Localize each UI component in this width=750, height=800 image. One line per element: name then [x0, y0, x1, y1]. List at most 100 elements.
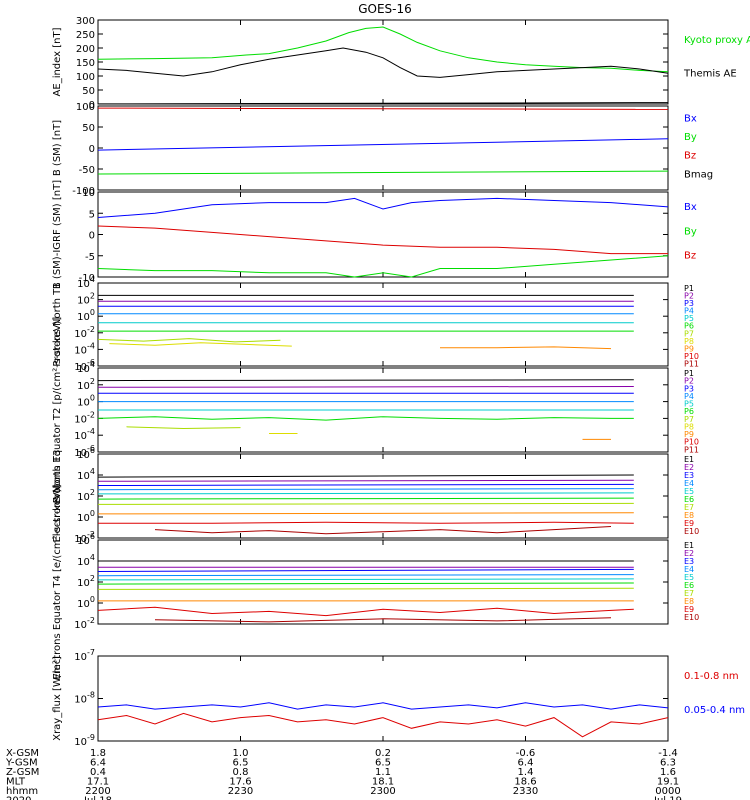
- x-row-value: 17.6: [229, 777, 251, 788]
- legend-entry-e9: E9: [684, 605, 694, 614]
- series-line-e1: [97, 474, 634, 478]
- panel-3: -10 -5 0 5 10 B (SM)-IGRF (SM) [nT] Bx By Bz: [52, 180, 697, 289]
- legend-entry-bz: Bz: [684, 151, 696, 162]
- legend-entry-0-1-0-8-nm: 0.1-0.8 nm: [684, 671, 739, 682]
- x-row-value: 2330: [513, 786, 538, 797]
- series-line-0-1-0-8-nm: [97, 712, 669, 738]
- x-row-value: 0000: [655, 786, 680, 797]
- panel-8: 10-9 10-8 10-7 Xray_flux [W/m²] 0.1-0.8 nm 0.…: [52, 648, 745, 748]
- y-tick-label: 0: [89, 144, 95, 155]
- x-row-value: 2300: [370, 786, 395, 797]
- legend-entry-p6: P6: [684, 322, 694, 331]
- legend-entry-bz: Bz: [684, 251, 696, 262]
- y-tick-label: -100: [72, 186, 95, 197]
- series-line-e9: [97, 606, 634, 617]
- y-tick-label: 102: [77, 292, 95, 307]
- series-line-p7: [97, 338, 281, 343]
- legend-entry-p1: P1: [684, 284, 694, 293]
- x-row-value: -1.4: [658, 748, 678, 759]
- legend-entry-p10: P10: [684, 438, 699, 447]
- series-line-p6: [97, 416, 634, 421]
- x-row-label: hhmm: [6, 786, 38, 797]
- y-tick-label: -50: [79, 165, 95, 176]
- y-tick-label: 10-2: [74, 616, 95, 631]
- legend-entry-bx: Bx: [684, 113, 697, 124]
- series-line-by: [97, 170, 669, 175]
- series-line-bx: [97, 138, 669, 151]
- x-row-value: 1.4: [518, 767, 534, 778]
- series-line-e5: [97, 578, 634, 581]
- series-line-e4: [97, 574, 634, 577]
- y-tick-label: 10-7: [74, 648, 95, 663]
- y-axis-label: Protons North T1: [52, 282, 63, 366]
- legend-entry-e1: E1: [684, 455, 694, 464]
- legend-entry-p2: P2: [684, 292, 694, 301]
- series-line-e5: [97, 492, 634, 495]
- series-line-by: [97, 255, 669, 278]
- legend-entry-themis-ae: Themis AE: [683, 68, 737, 79]
- series-line-e7: [97, 587, 634, 590]
- x-row-label: Y-GSM: [5, 758, 38, 769]
- y-tick-label: 10-8: [74, 691, 95, 706]
- x-row-value: 6.4: [90, 758, 106, 769]
- x-row-label: 2020: [6, 796, 31, 800]
- y-tick-label: 10-2: [74, 410, 95, 425]
- legend-entry-bx: Bx: [684, 202, 697, 213]
- y-tick-label: 10-2: [74, 325, 95, 340]
- series-line-e6: [97, 582, 634, 585]
- series-line-e7: [97, 502, 634, 505]
- y-tick-label: 250: [76, 30, 95, 41]
- x-row-value: 1.8: [90, 748, 106, 759]
- y-axis-label: Electrons North T3: [52, 449, 63, 542]
- x-row-value: 6.3: [660, 758, 676, 769]
- panel-frame: [97, 655, 669, 742]
- y-tick-label: 100: [77, 308, 95, 323]
- y-tick-label: 100: [77, 394, 95, 409]
- x-row-value: 17.1: [87, 777, 109, 788]
- series-line-p8: [109, 342, 292, 347]
- legend-entry-p9: P9: [684, 430, 694, 439]
- y-axis-label: AE_index [nT]: [52, 27, 63, 96]
- y-tick-label: 104: [77, 467, 95, 482]
- legend-entry-p8: P8: [684, 337, 694, 346]
- series-line-e9: [98, 521, 634, 524]
- legend-entry-0-05-0-4-nm: 0.05-0.4 nm: [684, 705, 745, 716]
- y-tick-label: 200: [76, 44, 95, 55]
- y-tick-label: 50: [82, 123, 95, 134]
- x-row-value: 19.1: [657, 777, 679, 788]
- panel-frame: [97, 539, 669, 625]
- x-row-value: -0.6: [516, 748, 536, 759]
- panel-1: 0 50 100 150 200 250 300 AE_index [nT] Kyoto pro…: [52, 16, 750, 111]
- legend-entry-e6: E6: [684, 581, 694, 590]
- series-line-e3: [97, 483, 634, 486]
- y-axis-label: Electrons Equator T4 [e/(cm²-s-sr-keV)]: [52, 484, 63, 679]
- legend-entry-e3: E3: [684, 471, 694, 480]
- series-line-e6: [97, 497, 634, 500]
- x-row-value: 1.0: [233, 748, 249, 759]
- x-row-value: 18.1: [372, 777, 394, 788]
- x-row-value: 6.5: [233, 758, 249, 769]
- legend-entry-p2: P2: [684, 377, 694, 386]
- series-line-e10: [154, 526, 612, 535]
- x-row-value: 0.4: [90, 767, 106, 778]
- x-axis-table: X-GSM 1.8 1.0 0.2 -0.6 -1.4 Y-GSM 6.4 6.5 6.5 6.4 6…: [5, 748, 682, 800]
- y-tick-label: 100: [76, 72, 95, 83]
- y-tick-label: 50: [82, 86, 95, 97]
- y-tick-label: -10: [79, 273, 95, 284]
- legend-entry-e5: E5: [684, 487, 694, 496]
- series-line-themis-ae: [97, 47, 669, 78]
- legend-entry-p11: P11: [684, 359, 699, 368]
- legend-entry-e3: E3: [684, 557, 694, 566]
- series-line-e10: [154, 617, 612, 623]
- y-tick-label: 102: [77, 377, 95, 392]
- series-line-e8: [97, 512, 634, 515]
- legend-entry-p7: P7: [684, 329, 694, 338]
- y-tick-label: 100: [77, 509, 95, 524]
- series-line-bz: [97, 225, 668, 255]
- legend-entry-e5: E5: [684, 573, 694, 582]
- legend-entry-by: By: [684, 132, 697, 143]
- legend-entry-kyoto-proxy-ae: Kyoto proxy AE: [684, 35, 750, 46]
